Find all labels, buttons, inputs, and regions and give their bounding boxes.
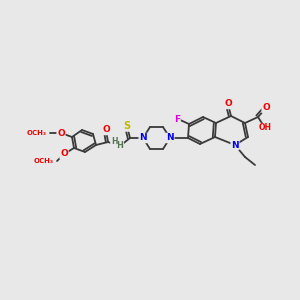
Text: N: N	[231, 140, 239, 149]
Text: N: N	[166, 134, 174, 142]
Text: O: O	[224, 100, 232, 109]
Text: OCH₃: OCH₃	[34, 158, 54, 164]
Text: H: H	[117, 142, 123, 151]
Text: N: N	[139, 134, 147, 142]
Text: O: O	[57, 128, 65, 137]
Text: OCH₃: OCH₃	[27, 130, 47, 136]
Text: O: O	[102, 125, 110, 134]
Text: S: S	[123, 121, 130, 131]
Text: O: O	[60, 149, 68, 158]
Text: F: F	[174, 115, 180, 124]
Text: OH: OH	[259, 124, 272, 133]
Text: O: O	[262, 103, 270, 112]
Text: H: H	[111, 137, 117, 146]
